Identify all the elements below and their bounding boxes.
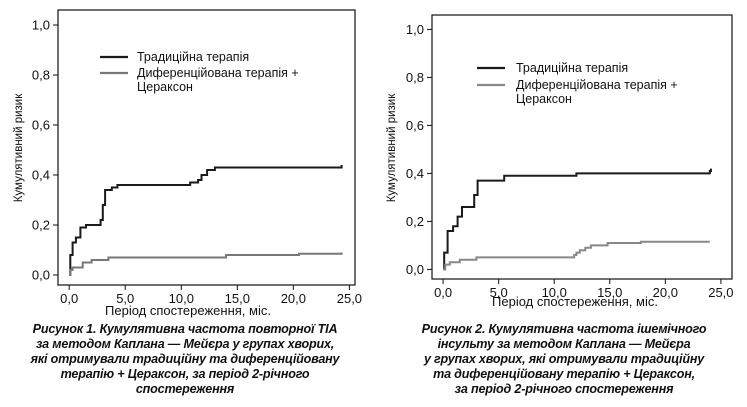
legend-label-differentiated-cont: Цераксон — [516, 92, 572, 106]
y-axis-title: Кумулятивний ризик — [13, 93, 25, 203]
x-axis-title: Період спостереження, міс. — [492, 294, 658, 309]
caption-line: за методом Каплана — Мейєра у групах хво… — [35, 337, 335, 351]
y-tick-label: 0,6 — [32, 118, 50, 133]
figure-2-caption: Рисунок 2. Кумулятивна частота ішемічног… — [387, 322, 741, 397]
x-tick-label: 10,0 — [169, 291, 194, 306]
km-curve-differentiated — [443, 240, 710, 271]
x-tick-label: 25,0 — [337, 291, 362, 306]
figure-2-panel: 0,0 0,2 0,4 0,6 0,8 1,0 0,0 5,0 10,0 15,0 20,0 25,… — [381, 0, 747, 407]
x-axis: 0,0 5,0 10,0 15,0 20,0 25,0 — [434, 279, 734, 300]
caption-line: терапію + Цераксон, за період 2-річного — [60, 367, 310, 381]
y-tick-label: 0,2 — [406, 214, 424, 229]
y-axis: 0,0 0,2 0,4 0,6 0,8 1,0 — [32, 18, 58, 283]
x-tick-label: 15,0 — [225, 291, 250, 306]
series-group — [443, 168, 712, 271]
y-tick-label: 0,2 — [32, 218, 50, 233]
x-tick-label: 10,0 — [542, 285, 567, 300]
y-tick-label: 0,6 — [406, 118, 424, 133]
caption-line: які отримували традиційну та диференційо… — [30, 352, 340, 366]
plot-frame — [57, 9, 356, 286]
caption-line: спостереження — [135, 382, 235, 396]
figure-1-panel: 0,0 0,2 0,4 0,6 0,8 1,0 0,0 5,0 10,0 15,0 20,0 25,… — [0, 0, 370, 407]
caption-line: Рисунок 2. Кумулятивна частота ішемічног… — [421, 322, 707, 336]
km-curve-differentiated — [69, 252, 343, 276]
km-curve-traditional — [69, 165, 343, 276]
plot-frame — [431, 14, 733, 280]
y-tick-label: 0,0 — [32, 268, 50, 283]
series-group — [69, 165, 343, 276]
y-tick-label: 0,4 — [32, 168, 50, 183]
x-tick-label: 25,0 — [708, 285, 733, 300]
caption-line: інсульту за методом Каплана — Мейєра — [437, 337, 691, 351]
legend: Традиційна терапія Диференційована терап… — [477, 61, 678, 106]
y-tick-label: 0,4 — [406, 166, 424, 181]
legend-label-traditional: Традиційна терапія — [516, 61, 628, 75]
y-axis: 0,0 0,2 0,4 0,6 0,8 1,0 — [406, 22, 432, 277]
x-tick-label: 20,0 — [281, 291, 306, 306]
km-curve-traditional — [443, 168, 712, 271]
y-tick-label: 1,0 — [32, 18, 50, 33]
caption-line: Рисунок 1. Кумулятивна частота повторної… — [32, 322, 338, 336]
y-axis-title: Кумулятивний ризик — [386, 93, 398, 203]
x-tick-label: 0,0 — [60, 291, 78, 306]
x-axis: 0,0 5,0 10,0 15,0 20,0 25,0 — [60, 285, 362, 306]
km-chart-1: 0,0 0,2 0,4 0,6 0,8 1,0 0,0 5,0 10,0 15,0 20,0 25,… — [13, 9, 362, 318]
x-tick-label: 0,0 — [434, 285, 452, 300]
legend-label-differentiated-cont: Цераксон — [137, 80, 193, 94]
x-tick-label: 5,0 — [490, 285, 508, 300]
km-chart-2: 0,0 0,2 0,4 0,6 0,8 1,0 0,0 5,0 10,0 15,0 20,0 25,… — [386, 14, 734, 309]
legend-label-differentiated: Диференційована терапія + — [137, 66, 299, 80]
caption-line: у групах хворих, які отримували традицій… — [423, 352, 705, 366]
y-tick-label: 1,0 — [406, 22, 424, 37]
x-tick-label: 15,0 — [597, 285, 622, 300]
caption-line: за період 2-річного спостереження — [454, 382, 674, 396]
x-axis-title: Період спостереження, міс. — [105, 303, 271, 318]
legend: Традиційна терапія Диференційована терап… — [100, 50, 299, 94]
y-tick-label: 0,8 — [406, 70, 424, 85]
legend-label-differentiated: Диференційована терапія + — [516, 78, 678, 92]
x-tick-label: 20,0 — [653, 285, 678, 300]
figure-1-caption: Рисунок 1. Кумулятивна частота повторної… — [6, 322, 364, 397]
legend-label-traditional: Традиційна терапія — [137, 50, 249, 64]
caption-line: та диференційовану терапію + Цераксон, — [433, 367, 695, 381]
x-tick-label: 5,0 — [116, 291, 134, 306]
y-tick-label: 0,0 — [406, 262, 424, 277]
y-tick-label: 0,8 — [32, 68, 50, 83]
